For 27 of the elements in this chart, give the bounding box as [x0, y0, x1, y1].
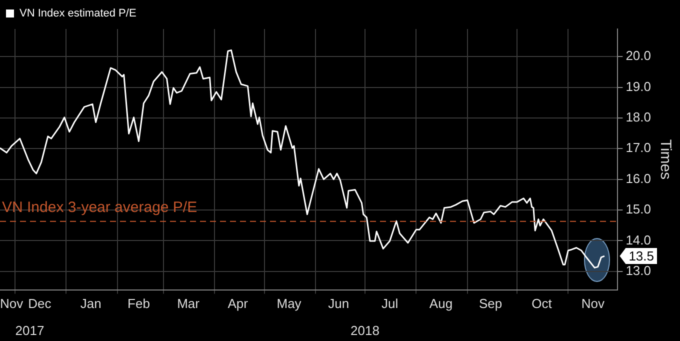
x-tick-label: Jan — [80, 296, 102, 312]
x-tick-label: Oct — [532, 296, 552, 312]
y-tick-label: 14.0 — [626, 232, 652, 248]
x-tick-label: May — [276, 296, 302, 312]
x2-tick-label: 2018 — [350, 322, 380, 338]
y-tick-label: 15.0 — [626, 202, 652, 217]
annotation: 13.5 — [628, 248, 654, 264]
y-tick-label: 20.0 — [626, 48, 652, 64]
ref-line-label: VN Index 3-year average P/E — [2, 199, 198, 216]
y-axis-title: Times — [656, 139, 674, 180]
legend-label: VN Index estimated P/E — [20, 8, 136, 20]
x-tick-label: Aug — [429, 296, 453, 312]
y-tick-label: 16.0 — [626, 170, 652, 186]
x2-tick-label: 2017 — [15, 322, 44, 338]
x-tick-label: Nov — [581, 296, 605, 312]
x-tick-label: Nov — [0, 296, 24, 312]
y-tick-label: 19.0 — [626, 78, 652, 94]
x-tick-label: Jul — [381, 296, 398, 312]
x-tick-label: Apr — [228, 296, 249, 312]
x-tick-label: Mar — [177, 296, 200, 312]
x-tick-label: Feb — [128, 296, 150, 312]
x-tick-label: Sep — [478, 296, 502, 312]
y-tick-label: 18.0 — [626, 110, 652, 125]
y-tick-label: 13.0 — [626, 262, 652, 278]
x-tick-label: Jun — [328, 296, 350, 312]
x-tick-label: Dec — [28, 296, 52, 312]
y-tick-label: 17.0 — [626, 140, 652, 156]
